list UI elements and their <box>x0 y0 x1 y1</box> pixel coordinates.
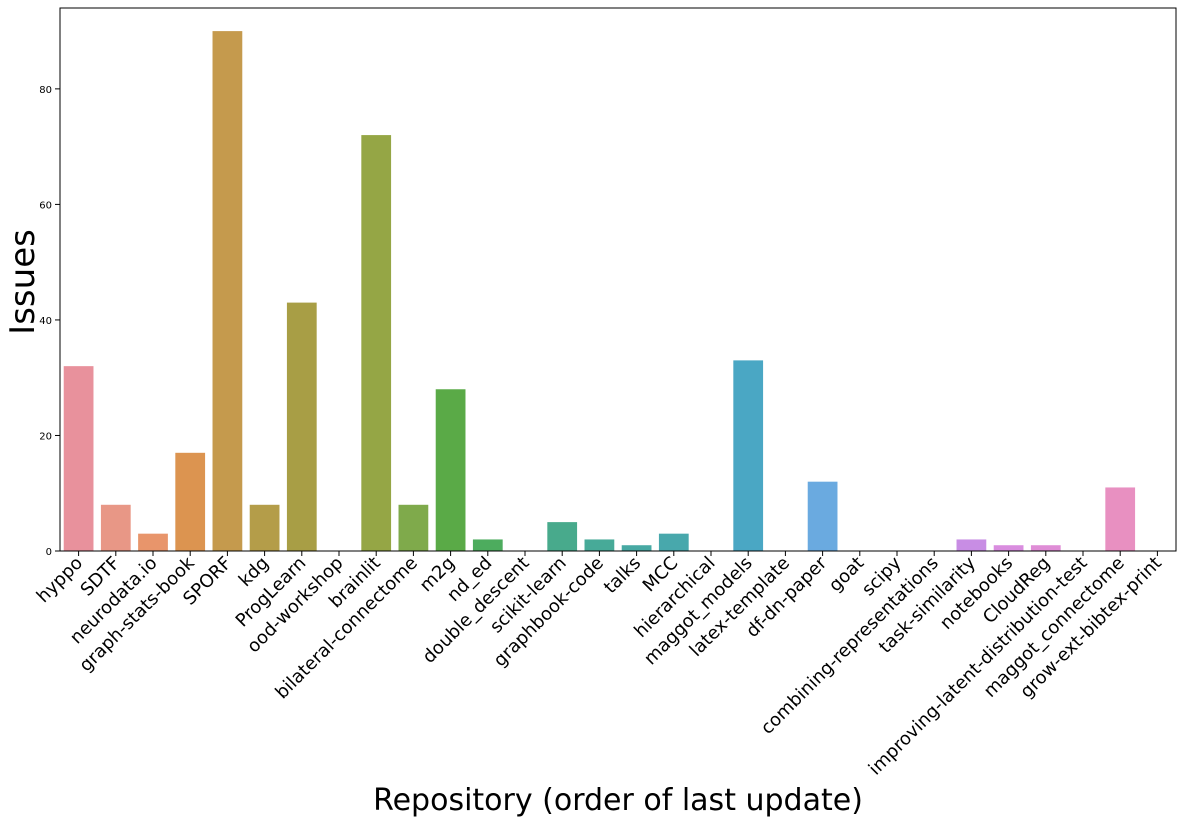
bars-group <box>63 31 1136 551</box>
bar-graph-stats-book <box>175 452 206 551</box>
y-tick-label: 80 <box>39 85 52 96</box>
plot-background <box>60 8 1176 551</box>
bar-task-similarity <box>956 539 987 551</box>
bar-neurodata.io <box>138 533 168 551</box>
x-axis-label: Repository (order of last update) <box>373 783 863 818</box>
y-tick-label: 40 <box>39 316 52 327</box>
y-tick-label: 60 <box>39 200 52 211</box>
y-axis-label: Issues <box>3 229 43 335</box>
bar-maggot_models <box>733 360 764 551</box>
bar-nd_ed <box>472 539 503 551</box>
bar-bilateral-connectome <box>398 504 429 551</box>
bar-maggot_connectome <box>1105 487 1136 551</box>
bar-graphbook-code <box>584 539 615 551</box>
bar-brainlit <box>361 135 392 551</box>
y-tick-label: 0 <box>46 547 52 558</box>
bar-df-dn-paper <box>807 481 838 551</box>
x-tick-label: talks <box>600 553 645 598</box>
y-axis: 0 20 40 60 80 <box>39 85 60 558</box>
bar-SPORF <box>212 31 243 551</box>
y-tick-label: 20 <box>39 431 52 442</box>
bar-SDTF <box>100 504 131 551</box>
bar-ProgLearn <box>286 302 317 551</box>
bar-talks <box>621 545 652 551</box>
bar-hyppo <box>63 366 94 551</box>
bar-scikit-learn <box>547 522 578 551</box>
plot-frame <box>59 7 1177 552</box>
bar-CloudReg <box>1030 545 1061 551</box>
bar-notebooks <box>993 545 1024 551</box>
bar-MCC <box>658 533 689 551</box>
bar-kdg <box>249 504 280 551</box>
x-axis: hyppoSDTFneurodata.iograph-stats-bookSPO… <box>33 551 1166 779</box>
bar-m2g <box>435 389 466 551</box>
x-tick-label: hyppo <box>33 553 87 607</box>
